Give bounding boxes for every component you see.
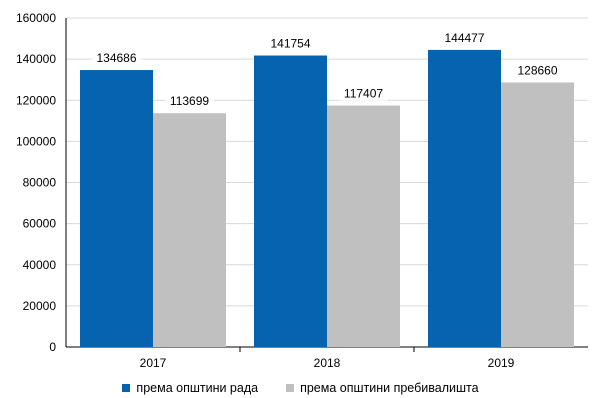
y-tick-label-3: 60000: [23, 217, 57, 231]
bar-2018-series-2: [327, 105, 400, 348]
y-tick-label-6: 120000: [16, 93, 56, 107]
data-label-bg-2017-series-2: [165, 92, 214, 109]
x-tick-label-2017: 2017: [140, 356, 167, 370]
y-tick-label-0: 0: [49, 340, 56, 354]
legend-label-series-2: према општини пребивалишта: [300, 381, 479, 395]
y-tick-label-4: 80000: [23, 176, 57, 190]
data-label-bg-2019-series-2: [513, 61, 562, 78]
data-label-2018-series-1: 141754: [270, 37, 310, 51]
legend-swatch-series-1: [122, 384, 131, 392]
bar-2017-series-1: [80, 70, 153, 347]
legend-item-series-1: према општини рада: [122, 381, 258, 395]
bar-2019-series-2: [501, 82, 574, 348]
bar-2019-series-1: [428, 49, 501, 348]
x-tick-label-2019: 2019: [488, 356, 515, 370]
y-tick-label-2: 40000: [23, 258, 57, 272]
bar-2017-series-2: [153, 113, 226, 348]
data-label-bg-2018-series-2: [339, 84, 388, 101]
y-tick-label-1: 20000: [23, 299, 57, 313]
legend-label-series-1: према општини рада: [136, 381, 259, 395]
y-tick-label-7: 140000: [16, 52, 56, 66]
y-tick-label-8: 160000: [16, 11, 56, 25]
data-label-2019-series-2: 128660: [517, 63, 557, 77]
data-label-2018-series-2: 117407: [344, 87, 383, 101]
x-tick-label-2018: 2018: [314, 356, 341, 370]
legend-item-series-2: према општини пребивалишта: [286, 381, 479, 395]
bar-2018-series-1: [254, 55, 327, 347]
legend: према општини рада према општини пребива…: [0, 378, 601, 398]
bar-chart: 0 20000 40000 60000 80000 100000 120000 140000 1…: [16, 11, 588, 370]
data-label-2019-series-1: 144477: [444, 31, 484, 45]
legend-swatch-series-2: [286, 384, 295, 392]
data-label-bg-2018-series-1: [266, 34, 315, 51]
data-label-bg-2017-series-1: [92, 49, 141, 66]
data-label-2017-series-1: 134686: [96, 51, 136, 65]
data-label-bg-2019-series-1: [440, 28, 489, 45]
data-label-2017-series-2: 113699: [170, 94, 209, 108]
y-tick-label-5: 100000: [16, 134, 56, 148]
